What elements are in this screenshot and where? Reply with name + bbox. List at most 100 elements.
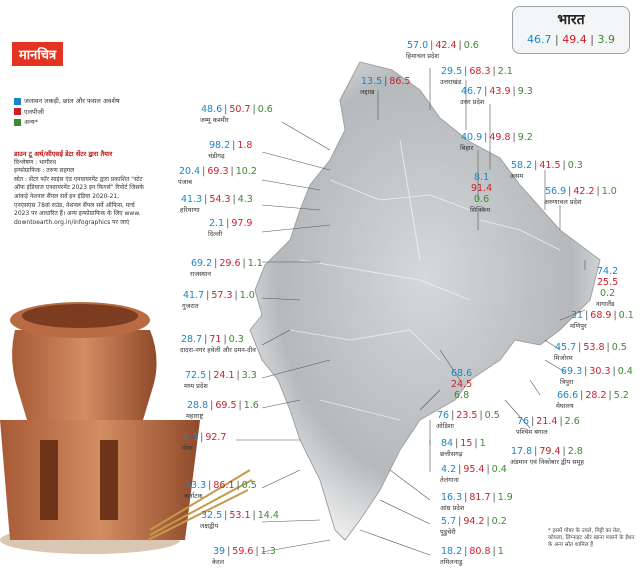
credit-line: ऑफ इंडियाज एनवायरमेंट 2023 इन फिगर्स" रि… (14, 184, 144, 192)
lpg-value: 29.6 (219, 258, 241, 269)
other-value: 1.3 (260, 546, 276, 557)
section-title: मानचित्र (12, 42, 64, 66)
forest-value: 13.3 (185, 480, 207, 491)
state-values: 66.6 | 28.2 | 5.2 (557, 390, 629, 401)
credit-line: विश्लेषण : भागीरथ (14, 158, 57, 166)
state-label-sikkim: 8.1 91.4 0.6 सिक्किम (470, 172, 493, 216)
state-name: आंध्र प्रदेश (440, 504, 465, 512)
lpg-value: 24.5 (451, 379, 473, 390)
lpg-value: 80.8 (469, 546, 491, 557)
national-name: भारत (557, 12, 585, 28)
india-map-shape (249, 61, 601, 541)
lpg-value: 86.1 (213, 480, 235, 491)
state-values: 5.7 | 94.2 | 0.2 (441, 516, 507, 527)
forest-value: 69.2 (191, 258, 213, 269)
lpg-value: 42.2 (573, 186, 595, 197)
state-label-wb: 76 | 21.4 | 2.6 पश्चिम बंगाल (516, 416, 581, 438)
state-label-haryana: 41.3 | 54.3 | 4.3 हरियाणा (180, 194, 254, 216)
lpg-value: 42.4 (435, 40, 457, 51)
forest-value: 2.1 (209, 218, 225, 229)
lpg-value: 21.4 (536, 416, 558, 427)
lpg-value: 25.5 (597, 277, 619, 288)
forest-value: 45.7 (555, 342, 577, 353)
credit-line: स्रोत : सेंटर फॉर साइंस एंड एनवायरमेंट द… (14, 175, 143, 183)
forest-value: 5.7 (441, 516, 457, 527)
forest-value: 56.9 (545, 186, 567, 197)
state-label-manipur: 31 | 68.9 | 0.1 मणिपुर (570, 310, 635, 332)
national-summary-box: भारत 46.7 | 49.4 | 3.9 (512, 6, 630, 54)
lpg-value: 91.4 (471, 183, 493, 194)
state-values: 45.7 | 53.8 | 0.5 (555, 342, 627, 353)
other-value: 1.6 (243, 400, 259, 411)
credit-line: इन्फोग्राफिक : तरुण सहगल (14, 167, 75, 175)
lpg-value: 54.3 (209, 194, 231, 205)
forest-value: 29.5 (441, 66, 463, 77)
lpg-value: 81.7 (469, 492, 491, 503)
lpg-value: 79.4 (539, 446, 561, 457)
state-label-tamilnadu: 18.2 | 80.8 | 1 तमिलनाडु (440, 546, 505, 568)
lpg-value: 43.9 (489, 86, 511, 97)
state-values: 72.5 | 24.1 | 3.3 (185, 370, 257, 381)
forest-value: 13.5 (361, 76, 383, 87)
forest-value: 98.2 (209, 140, 231, 151)
state-values: 31 | 68.9 | 0.1 (571, 310, 634, 321)
state-values: 41.3 | 54.3 | 4.3 (181, 194, 253, 205)
other-value: 0.6 (257, 104, 273, 115)
other-value: 0.1 (618, 310, 634, 321)
state-values: 98.2 | 1.8 (209, 140, 253, 151)
other-value: 1 (479, 438, 486, 449)
forest-value: 48.6 (201, 104, 223, 115)
forest-value: 8.1 (474, 172, 490, 183)
other-value: 0.4 (617, 366, 633, 377)
state-label-bihar: 40.9 | 49.8 | 9.2 बिहार (460, 132, 534, 154)
other-value: 1.1 (247, 258, 263, 269)
state-values: 28.7 | 71 | 0.3 (181, 334, 244, 345)
national-lpg-value: 49.4 (562, 33, 587, 46)
lpg-value: 30.3 (589, 366, 611, 377)
state-label-chandigarh: 98.2 | 1.8 चंडीगढ़ (208, 140, 253, 162)
state-label-ladakh: 13.5 | 86.5 लद्दाख (360, 76, 412, 98)
other-value: 6.8 (454, 390, 470, 401)
lpg-value: 24.1 (213, 370, 235, 381)
other-value: 0.5 (484, 410, 500, 421)
lpg-value: 53.8 (583, 342, 605, 353)
state-label-uttarakhand: 29.5 | 68.3 | 2.1 उत्तराखंड (440, 66, 514, 88)
forest-value: 4.2 (441, 464, 457, 475)
state-label-ap: 16.3 | 81.7 | 1.9 आंध्र प्रदेश (440, 492, 514, 514)
state-name: गुजरात (182, 302, 199, 310)
forest-value: 84 (441, 438, 454, 449)
state-name: तमिलनाडु (440, 558, 463, 566)
forest-value: 41.7 (183, 290, 205, 301)
lpg-value: 68.3 (469, 66, 491, 77)
state-values: 69.3 | 30.3 | 0.4 (561, 366, 633, 377)
lpg-value: 49.8 (489, 132, 511, 143)
state-name: तेलंगाना (440, 476, 459, 484)
lpg-value: 86.5 (389, 76, 411, 87)
state-values: 76 | 21.4 | 2.6 (517, 416, 580, 427)
legend-item-forest: जलावन लकड़ी, छाल और फसल अवशेष (14, 96, 120, 107)
state-values: 56.9 | 42.2 | 1.0 (545, 186, 617, 197)
state-label-delhi: 2.1 | 97.9 दिल्ली (208, 218, 253, 240)
state-label-rajasthan: 69.2 | 29.6 | 1.1 राजस्थान (190, 258, 264, 280)
state-name: पश्चिम बंगाल (516, 428, 548, 436)
state-label-karnataka: 13.3 | 86.1 | 0.5 कर्नाटक (184, 480, 258, 502)
other-value: 0.3 (228, 334, 244, 345)
state-name: राजस्थान (190, 270, 212, 278)
state-name: असम (510, 172, 524, 180)
state-name: मेघालय (556, 402, 574, 410)
forest-value: 46.7 (461, 86, 483, 97)
lpg-value: 69.3 (207, 166, 229, 177)
lpg-value: 59.6 (232, 546, 254, 557)
lpg-value: 94.2 (463, 516, 485, 527)
forest-value: 20.4 (179, 166, 201, 177)
state-name: हरियाणा (180, 206, 200, 214)
other-value: 0.6 (463, 40, 479, 51)
state-name: दादरा-नगर हवेली और दमन-दीव (180, 346, 256, 354)
lpg-value: 28.2 (585, 390, 607, 401)
state-name: लद्दाख (360, 88, 375, 96)
legend-item-other: अन्य* (14, 117, 120, 128)
state-values: 76 | 23.5 | 0.5 (437, 410, 500, 421)
state-name: जम्मू कश्मीर (200, 116, 229, 124)
state-values: 57.0 | 42.4 | 0.6 (407, 40, 479, 51)
forest-value: 31 (571, 310, 584, 321)
